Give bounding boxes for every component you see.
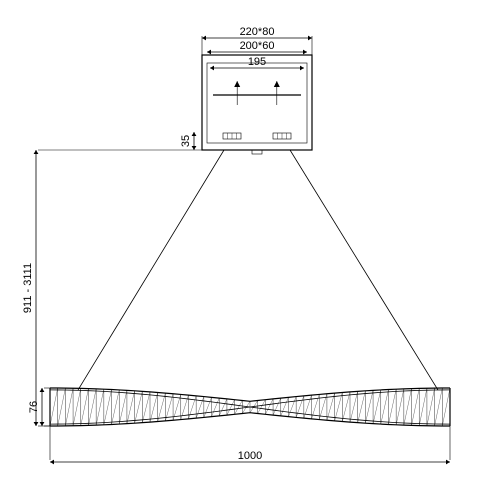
svg-text:76: 76 [28,401,40,413]
svg-text:911 - 3111: 911 - 3111 [22,263,34,313]
light-fixture [50,388,450,426]
svg-text:220*80: 220*80 [240,26,275,38]
svg-text:1000: 1000 [238,450,262,462]
svg-text:200*60: 200*60 [240,40,275,52]
svg-text:35: 35 [180,135,192,147]
svg-text:195: 195 [248,56,266,68]
canopy [202,55,312,154]
technical-drawing: 220*80 200*60 195 35 911 - 3111 76 1000 [0,0,500,500]
suspension-cables [78,150,438,390]
